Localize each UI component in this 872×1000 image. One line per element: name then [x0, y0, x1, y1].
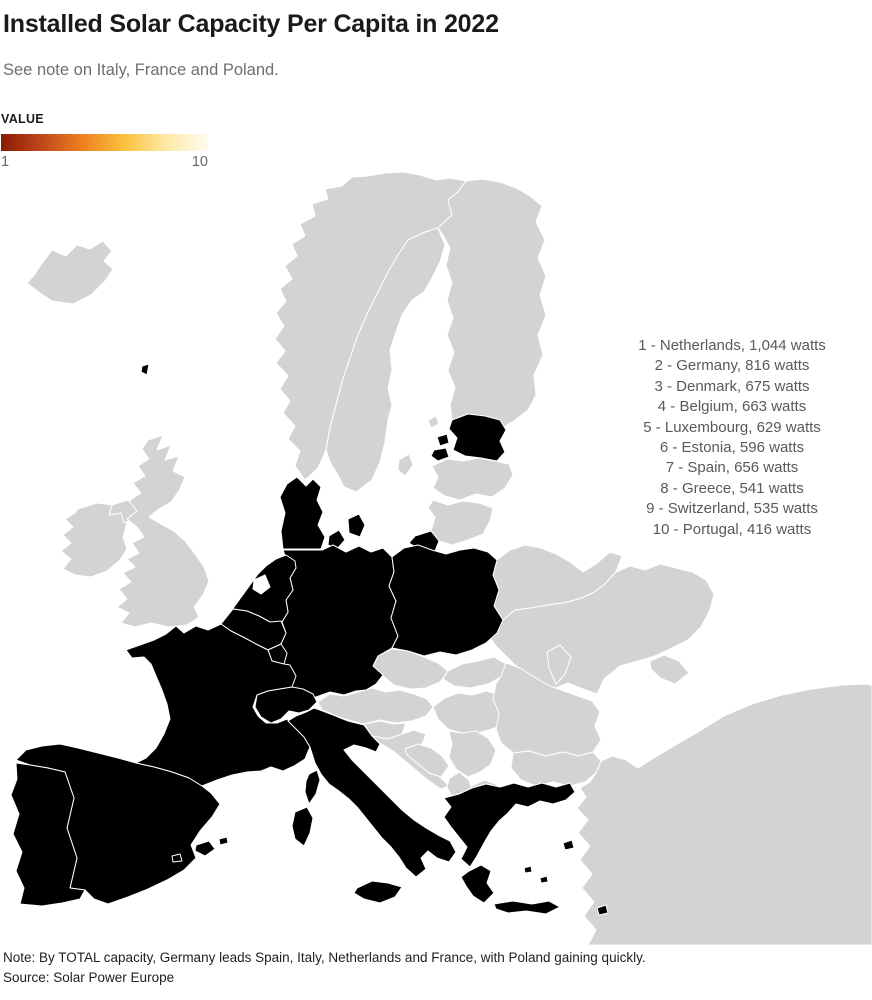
page-subtitle: See note on Italy, France and Poland. [3, 61, 279, 79]
island-faroe-denmark [140, 363, 150, 376]
island-cyclades-2-greece [539, 875, 549, 884]
ranking-item: 3 - Denmark, 675 watts [654, 377, 810, 395]
island-sicily-italy [353, 880, 403, 904]
country-greece [443, 782, 576, 868]
island-ibiza-spain [171, 853, 183, 863]
country-germany [280, 544, 399, 702]
legend-scale: 1 10 [1, 154, 208, 170]
footer: Note: By TOTAL capacity, Germany leads S… [3, 948, 646, 988]
ranking-list: 1 - Netherlands, 1,044 watts 2 - Germany… [597, 336, 867, 540]
country-portugal [10, 762, 86, 907]
country-latvia [431, 457, 514, 501]
legend-label: VALUE [1, 112, 44, 126]
country-bosnia [404, 743, 450, 778]
ijsselmeer-lake [252, 574, 271, 595]
country-bulgaria [510, 750, 602, 787]
legend: VALUE 1 10 [1, 112, 211, 170]
island-funen-denmark [327, 529, 346, 550]
island-rhodes-greece [596, 904, 609, 916]
country-lithuania [427, 499, 494, 546]
ranking-item: 7 - Spain, 656 watts [665, 459, 799, 477]
country-czechia [372, 648, 449, 690]
island-corsica-france [304, 769, 321, 805]
ranking-item: 5 - Luxembourg, 629 watts [643, 418, 821, 436]
region-peloponnese-greece [460, 864, 495, 904]
legend-max-label: 10 [191, 154, 208, 170]
page-title: Installed Solar Capacity Per Capita in 2… [3, 10, 499, 38]
island-cyclades-greece [523, 865, 533, 874]
island-gotland [397, 453, 414, 477]
country-france [125, 623, 311, 787]
ranking-item: 8 - Greece, 541 watts [660, 479, 804, 497]
legend-gradient-bar [1, 134, 208, 151]
region-crimea [649, 654, 690, 685]
europe-map [0, 170, 872, 950]
island-sardinia-italy [291, 806, 314, 847]
island-menorca-spain [218, 836, 229, 846]
island-saaremaa-estonia [430, 447, 450, 462]
country-estonia [448, 413, 507, 462]
country-denmark [279, 476, 326, 550]
ranking-item: 6 - Estonia, 596 watts [659, 439, 805, 457]
country-iceland [26, 240, 114, 305]
footer-source: Source: Solar Power Europe [3, 970, 175, 985]
ranking-item: 2 - Germany, 816 watts [654, 357, 810, 375]
country-turkey [576, 683, 872, 946]
country-sweden [325, 227, 446, 493]
legend-min-label: 1 [1, 154, 10, 170]
country-italy [287, 707, 457, 878]
ranking-item: 9 - Switzerland, 535 watts [646, 500, 818, 518]
island-mallorca-spain [194, 840, 216, 857]
country-moldova [546, 644, 572, 685]
ranking-item: 4 - Belgium, 663 watts [657, 398, 807, 416]
country-uk [116, 434, 210, 628]
island-crete-greece [493, 900, 561, 915]
island-lesbos-greece [562, 839, 575, 851]
country-finland [437, 178, 547, 435]
country-poland [388, 544, 504, 657]
country-serbia [448, 730, 497, 778]
ranking-item: 10 - Portugal, 416 watts [652, 520, 812, 538]
island-hiiumaa-estonia [436, 433, 450, 447]
footer-note: Note: By TOTAL capacity, Germany leads S… [3, 950, 646, 965]
ranking-item: 1 - Netherlands, 1,044 watts [638, 337, 826, 354]
island-aland [427, 415, 440, 429]
island-zealand-denmark [347, 513, 366, 538]
